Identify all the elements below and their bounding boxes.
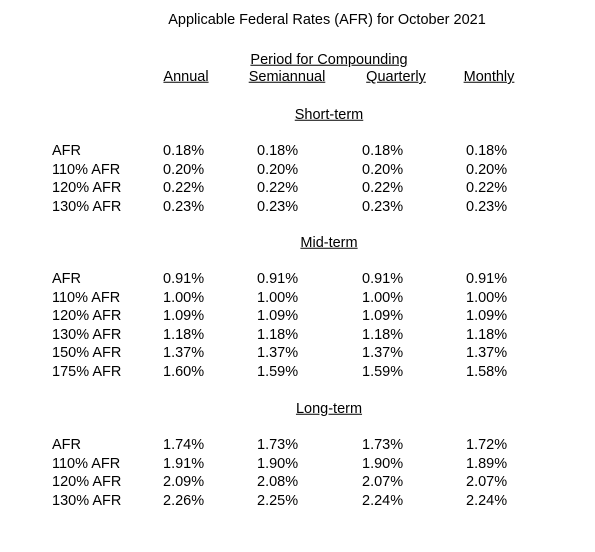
row-label: 110% AFR [52,161,121,178]
rate-value: 1.73% [362,436,404,453]
rate-value: 1.00% [362,289,404,306]
row-label: 130% AFR [52,198,122,215]
column-header: Monthly [463,68,515,85]
rate-value: 1.72% [466,436,508,453]
rate-value: 0.20% [163,161,205,178]
rate-value: 0.91% [362,270,404,287]
rate-value: 1.18% [362,326,404,343]
row-label: AFR [52,142,81,159]
rate-value: 1.18% [163,326,205,343]
row-label: 120% AFR [52,307,122,324]
rate-value: 2.08% [257,473,299,490]
rate-value: 0.22% [362,179,404,196]
row-label: 130% AFR [52,492,122,509]
rate-value: 0.22% [466,179,508,196]
row-label: 150% AFR [52,344,122,361]
rate-value: 2.24% [362,492,404,509]
section-title: Short-term [294,106,364,123]
rate-value: 2.26% [163,492,205,509]
section-title: Mid-term [300,234,358,251]
rate-value: 1.37% [163,344,205,361]
title: Applicable Federal Rates (AFR) for Octob… [168,11,486,28]
rate-value: 1.73% [257,436,299,453]
rate-value: 0.18% [163,142,205,159]
row-label: 175% AFR [52,363,122,380]
rate-value: 0.91% [163,270,205,287]
rate-value: 1.09% [466,307,508,324]
row-label: AFR [52,270,81,287]
rate-value: 0.20% [257,161,299,178]
row-label: 130% AFR [52,326,122,343]
rate-value: 0.18% [466,142,508,159]
row-label: 120% AFR [52,473,122,490]
rate-value: 2.24% [466,492,508,509]
rate-value: 1.60% [163,363,205,380]
rate-value: 1.09% [257,307,299,324]
rate-value: 0.91% [466,270,508,287]
rate-value: 1.37% [362,344,404,361]
rate-value: 0.18% [257,142,299,159]
column-header: Quarterly [366,68,426,85]
rate-value: 0.23% [466,198,508,215]
rate-value: 1.09% [362,307,404,324]
rate-value: 0.23% [362,198,404,215]
rate-value: 1.18% [466,326,508,343]
rate-value: 1.37% [466,344,508,361]
rate-value: 2.09% [163,473,205,490]
rate-value: 1.00% [466,289,508,306]
rate-value: 0.18% [362,142,404,159]
rate-value: 0.23% [163,198,205,215]
row-label: 120% AFR [52,179,122,196]
period-header: Period for Compounding [250,51,408,68]
rate-value: 0.22% [163,179,205,196]
rate-value: 1.37% [257,344,299,361]
rate-value: 2.07% [466,473,508,490]
rate-value: 1.74% [163,436,205,453]
row-label: AFR [52,436,81,453]
rate-value: 1.91% [163,455,205,472]
rate-value: 1.59% [362,363,404,380]
rate-value: 1.00% [257,289,299,306]
rate-value: 1.58% [466,363,508,380]
rate-value: 1.90% [257,455,299,472]
rate-value: 0.20% [466,161,508,178]
rate-value: 1.89% [466,455,508,472]
rate-value: 0.23% [257,198,299,215]
rate-value: 0.20% [362,161,404,178]
column-header: Annual [163,68,209,85]
column-header: Semiannual [248,68,326,85]
rate-value: 2.07% [362,473,404,490]
rate-value: 1.00% [163,289,205,306]
row-label: 110% AFR [52,289,121,306]
rate-value: 1.90% [362,455,404,472]
rate-value: 2.25% [257,492,299,509]
rate-value: 1.18% [257,326,299,343]
rate-value: 1.59% [257,363,299,380]
rate-value: 1.09% [163,307,205,324]
row-label: 110% AFR [52,455,121,472]
section-title: Long-term [295,400,363,417]
rate-value: 0.91% [257,270,299,287]
rate-value: 0.22% [257,179,299,196]
